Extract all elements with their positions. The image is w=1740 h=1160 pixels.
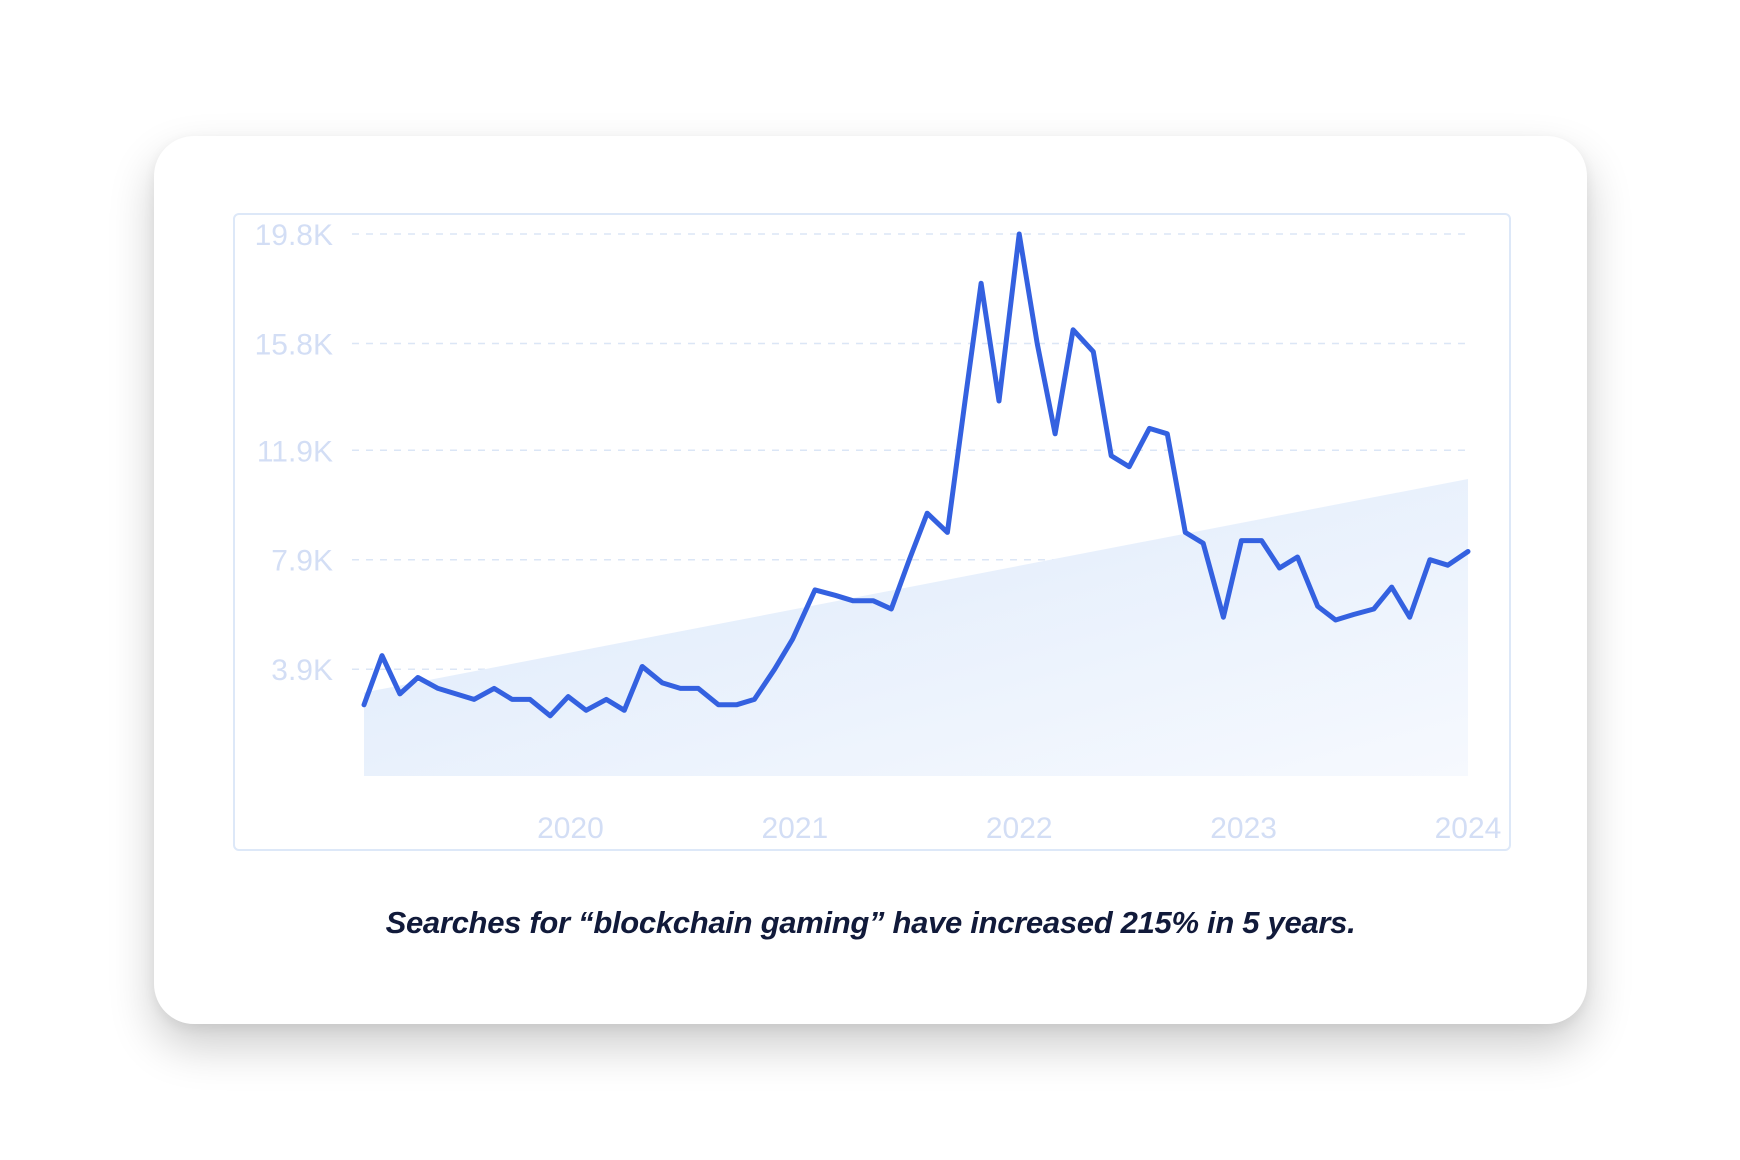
x-axis-ticks: 2020 2021 2022 2023 2024 — [537, 812, 1501, 845]
y-tick-label: 3.9K — [271, 654, 333, 687]
x-tick-label: 2023 — [1210, 812, 1277, 845]
x-tick-label: 2020 — [537, 812, 604, 845]
y-axis-ticks: 3.9K 7.9K 11.9K 15.8K 19.8K — [255, 219, 333, 687]
y-tick-label: 15.8K — [255, 328, 333, 361]
trend-area-shape — [364, 478, 1468, 776]
y-tick-label: 7.9K — [271, 545, 333, 578]
x-tick-label: 2024 — [1435, 812, 1502, 845]
y-tick-label: 19.8K — [255, 219, 333, 252]
y-tick-label: 11.9K — [257, 435, 333, 468]
x-tick-label: 2021 — [761, 812, 828, 845]
chart-caption: Searches for “blockchain gaming” have in… — [385, 905, 1356, 940]
x-tick-label: 2022 — [986, 812, 1053, 845]
trend-area — [364, 478, 1468, 776]
series-line — [361, 231, 1471, 719]
series-layer — [361, 231, 1471, 719]
chart-frame — [233, 213, 1511, 851]
